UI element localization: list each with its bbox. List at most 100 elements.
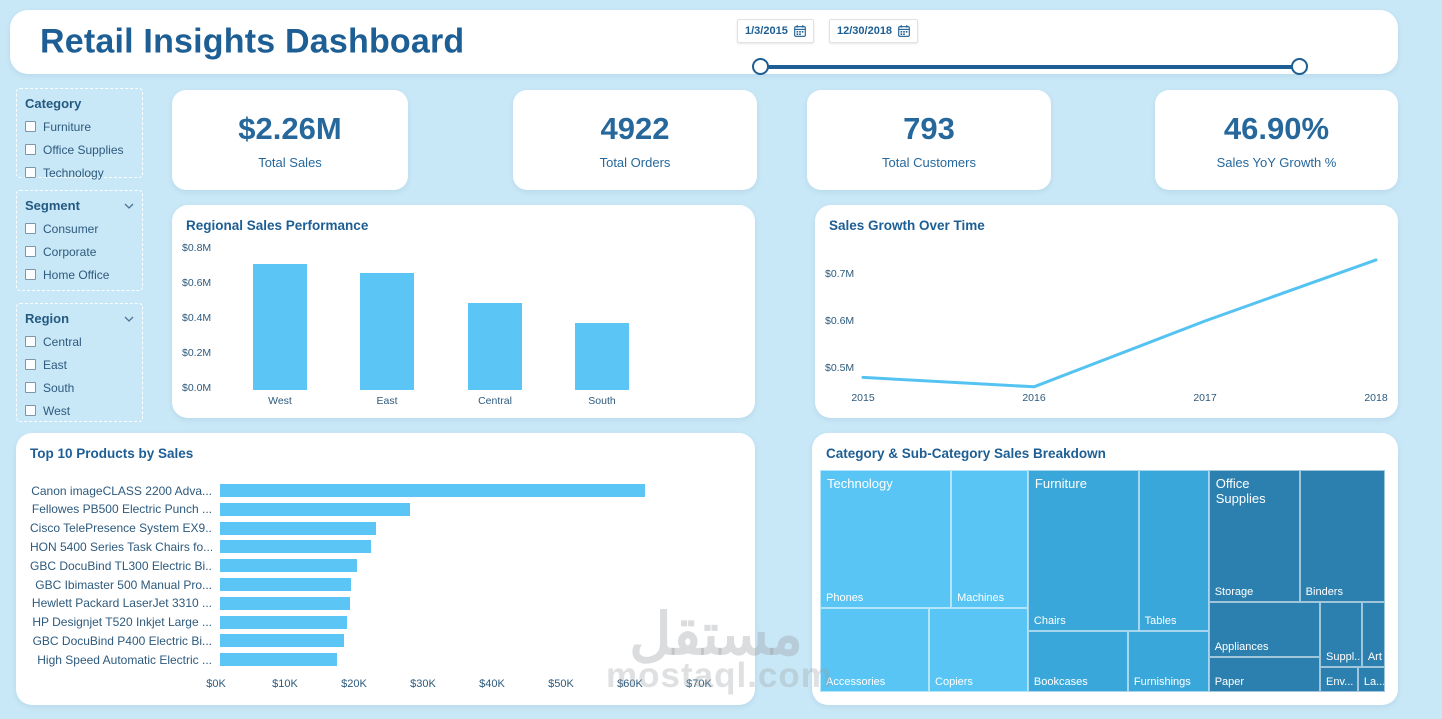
- treemap-cell-label: Binders: [1305, 586, 1343, 599]
- page-title: Retail Insights Dashboard: [40, 22, 465, 61]
- slicer-title: Segment: [25, 198, 80, 213]
- slicer-item-label: Office Supplies: [43, 142, 124, 157]
- slicer-header-category[interactable]: Category: [25, 96, 134, 111]
- y-axis-tick: $0.2M: [182, 347, 212, 359]
- slicer-item-south[interactable]: South: [25, 376, 134, 399]
- x-axis-label: East: [376, 395, 398, 407]
- treemap-cell-tables[interactable]: Tables: [1138, 470, 1209, 631]
- treemap-cell-phones[interactable]: Technology Phones: [820, 470, 952, 609]
- chart-title: Top 10 Products by Sales: [30, 446, 194, 461]
- sales-growth-line[interactable]: [815, 205, 1398, 418]
- slicer-item-label: Consumer: [43, 221, 99, 236]
- slicer-item-consumer[interactable]: Consumer: [25, 217, 134, 240]
- checkbox-west[interactable]: [25, 405, 36, 416]
- treemap-cell-copiers[interactable]: Copiers: [929, 608, 1028, 692]
- checkbox-technology[interactable]: [25, 167, 36, 178]
- x-axis-tick: $50K: [548, 678, 574, 690]
- slicer-item-technology[interactable]: Technology: [25, 161, 134, 184]
- bar-hp-designjet-t520-inkjet-large[interactable]: [220, 615, 347, 629]
- x-axis-tick: $30K: [410, 678, 436, 690]
- slider-handle-start[interactable]: [752, 58, 769, 75]
- product-row: HP Designjet T520 Inkjet Large ...: [30, 613, 347, 632]
- kpi-value: $2.26M: [238, 110, 342, 146]
- checkbox-home-office[interactable]: [25, 269, 36, 280]
- kpi-label: Total Orders: [599, 154, 671, 170]
- slicer-item-label: Corporate: [43, 244, 97, 259]
- checkbox-office-supplies[interactable]: [25, 144, 36, 155]
- treemap-cell-chairs[interactable]: Furniture Chairs: [1027, 470, 1139, 631]
- treemap-cell-suppl[interactable]: Suppl...: [1320, 602, 1362, 667]
- start-date-value: 1/3/2015: [745, 25, 788, 37]
- slicer-title: Region: [25, 311, 70, 326]
- treemap-cell-bookcases[interactable]: Bookcases: [1027, 630, 1128, 692]
- slicer-item-office-supplies[interactable]: Office Supplies: [25, 138, 134, 161]
- bar-central[interactable]: [468, 303, 522, 390]
- treemap-cell-binders[interactable]: Binders: [1299, 470, 1385, 603]
- checkbox-east[interactable]: [25, 359, 36, 370]
- treemap-cell-appliances[interactable]: Appliances: [1208, 602, 1321, 657]
- slicer-item-corporate[interactable]: Corporate: [25, 240, 134, 263]
- slider-handle-end[interactable]: [1291, 58, 1308, 75]
- checkbox-south[interactable]: [25, 382, 36, 393]
- x-axis-tick: 2017: [1193, 392, 1217, 404]
- treemap-cell-label: La...: [1363, 675, 1385, 688]
- checkbox-consumer[interactable]: [25, 223, 36, 234]
- bar-high-speed-automatic-electric[interactable]: [220, 653, 337, 667]
- treemap-cell-storage[interactable]: Office Supplies Storage: [1208, 470, 1300, 603]
- treemap-cell-paper[interactable]: Paper: [1208, 656, 1321, 692]
- product-label: High Speed Automatic Electric ...: [37, 652, 212, 667]
- bar-gbc-docubind-tl300-electric-bi[interactable]: [220, 559, 357, 573]
- x-axis-label: Central: [478, 395, 512, 407]
- treemap-cell-art[interactable]: Art: [1361, 602, 1385, 667]
- bar-gbc-docubind-p400-electric-bi[interactable]: [220, 634, 344, 648]
- treemap-cell-machines[interactable]: Machines: [951, 470, 1028, 609]
- treemap-cell-la[interactable]: La...: [1357, 666, 1385, 692]
- slicer-item-east[interactable]: East: [25, 353, 134, 376]
- checkbox-central[interactable]: [25, 336, 36, 347]
- slicer-item-furniture[interactable]: Furniture: [25, 115, 134, 138]
- kpi-card-sales-yoy-growth: 46.90% Sales YoY Growth %: [1155, 90, 1398, 190]
- slicer-item-west[interactable]: West: [25, 399, 134, 422]
- bar-cisco-telepresence-system-ex9[interactable]: [220, 521, 376, 535]
- chart-title: Regional Sales Performance: [186, 218, 369, 233]
- treemap-cell-label: Chairs: [1033, 614, 1066, 627]
- treemap-cell-label: Accessories: [826, 675, 886, 688]
- bar-west[interactable]: [253, 264, 307, 390]
- bar-fellowes-pb500-electric-punch[interactable]: [220, 502, 410, 516]
- bar-canon-imageclass-2200-adva[interactable]: [220, 484, 645, 497]
- slicer-item-label: Home Office: [43, 267, 110, 282]
- date-range-slider[interactable]: [752, 58, 1308, 76]
- treemap-cell-env[interactable]: Env...: [1320, 666, 1358, 692]
- slider-track[interactable]: [761, 65, 1299, 69]
- kpi-value: 793: [903, 110, 955, 146]
- product-row: High Speed Automatic Electric ...: [30, 650, 337, 669]
- treemap-cell-accessories[interactable]: Accessories: [820, 608, 930, 692]
- product-row: Cisco TelePresence System EX9...: [30, 519, 376, 538]
- x-axis-tick: 2016: [1022, 392, 1046, 404]
- slicer-header-region[interactable]: Region: [25, 311, 134, 326]
- slicer-item-central[interactable]: Central: [25, 330, 134, 353]
- slicer-item-label: Furniture: [43, 119, 92, 134]
- product-row: Canon imageCLASS 2200 Adva...: [30, 481, 645, 500]
- slicer-region: Region Central East South West: [16, 303, 143, 422]
- bar-gbc-ibimaster-500-manual-pro[interactable]: [220, 578, 351, 591]
- treemap-cell-furnishings[interactable]: Furnishings: [1127, 630, 1209, 692]
- y-axis-tick: $0.4M: [182, 312, 212, 324]
- y-axis-tick: $0.8M: [182, 242, 212, 254]
- slicer-header-segment[interactable]: Segment: [25, 198, 134, 213]
- calendar-icon: [898, 25, 910, 37]
- checkbox-furniture[interactable]: [25, 121, 36, 132]
- slicer-item-home-office[interactable]: Home Office: [25, 263, 134, 286]
- checkbox-corporate[interactable]: [25, 246, 36, 257]
- bar-hon-5400-series-task-chairs-fo[interactable]: [220, 540, 371, 554]
- x-axis-tick: $40K: [479, 678, 505, 690]
- end-date-input[interactable]: 12/30/2018: [829, 19, 919, 43]
- bar-east[interactable]: [360, 273, 414, 390]
- bar-south[interactable]: [575, 323, 629, 390]
- start-date-input[interactable]: 1/3/2015: [737, 19, 814, 43]
- end-date-value: 12/30/2018: [837, 25, 893, 37]
- slicer-item-label: West: [43, 403, 71, 418]
- slicer-title: Category: [25, 96, 82, 111]
- bar-hewlett-packard-laserjet-3310[interactable]: [220, 596, 350, 610]
